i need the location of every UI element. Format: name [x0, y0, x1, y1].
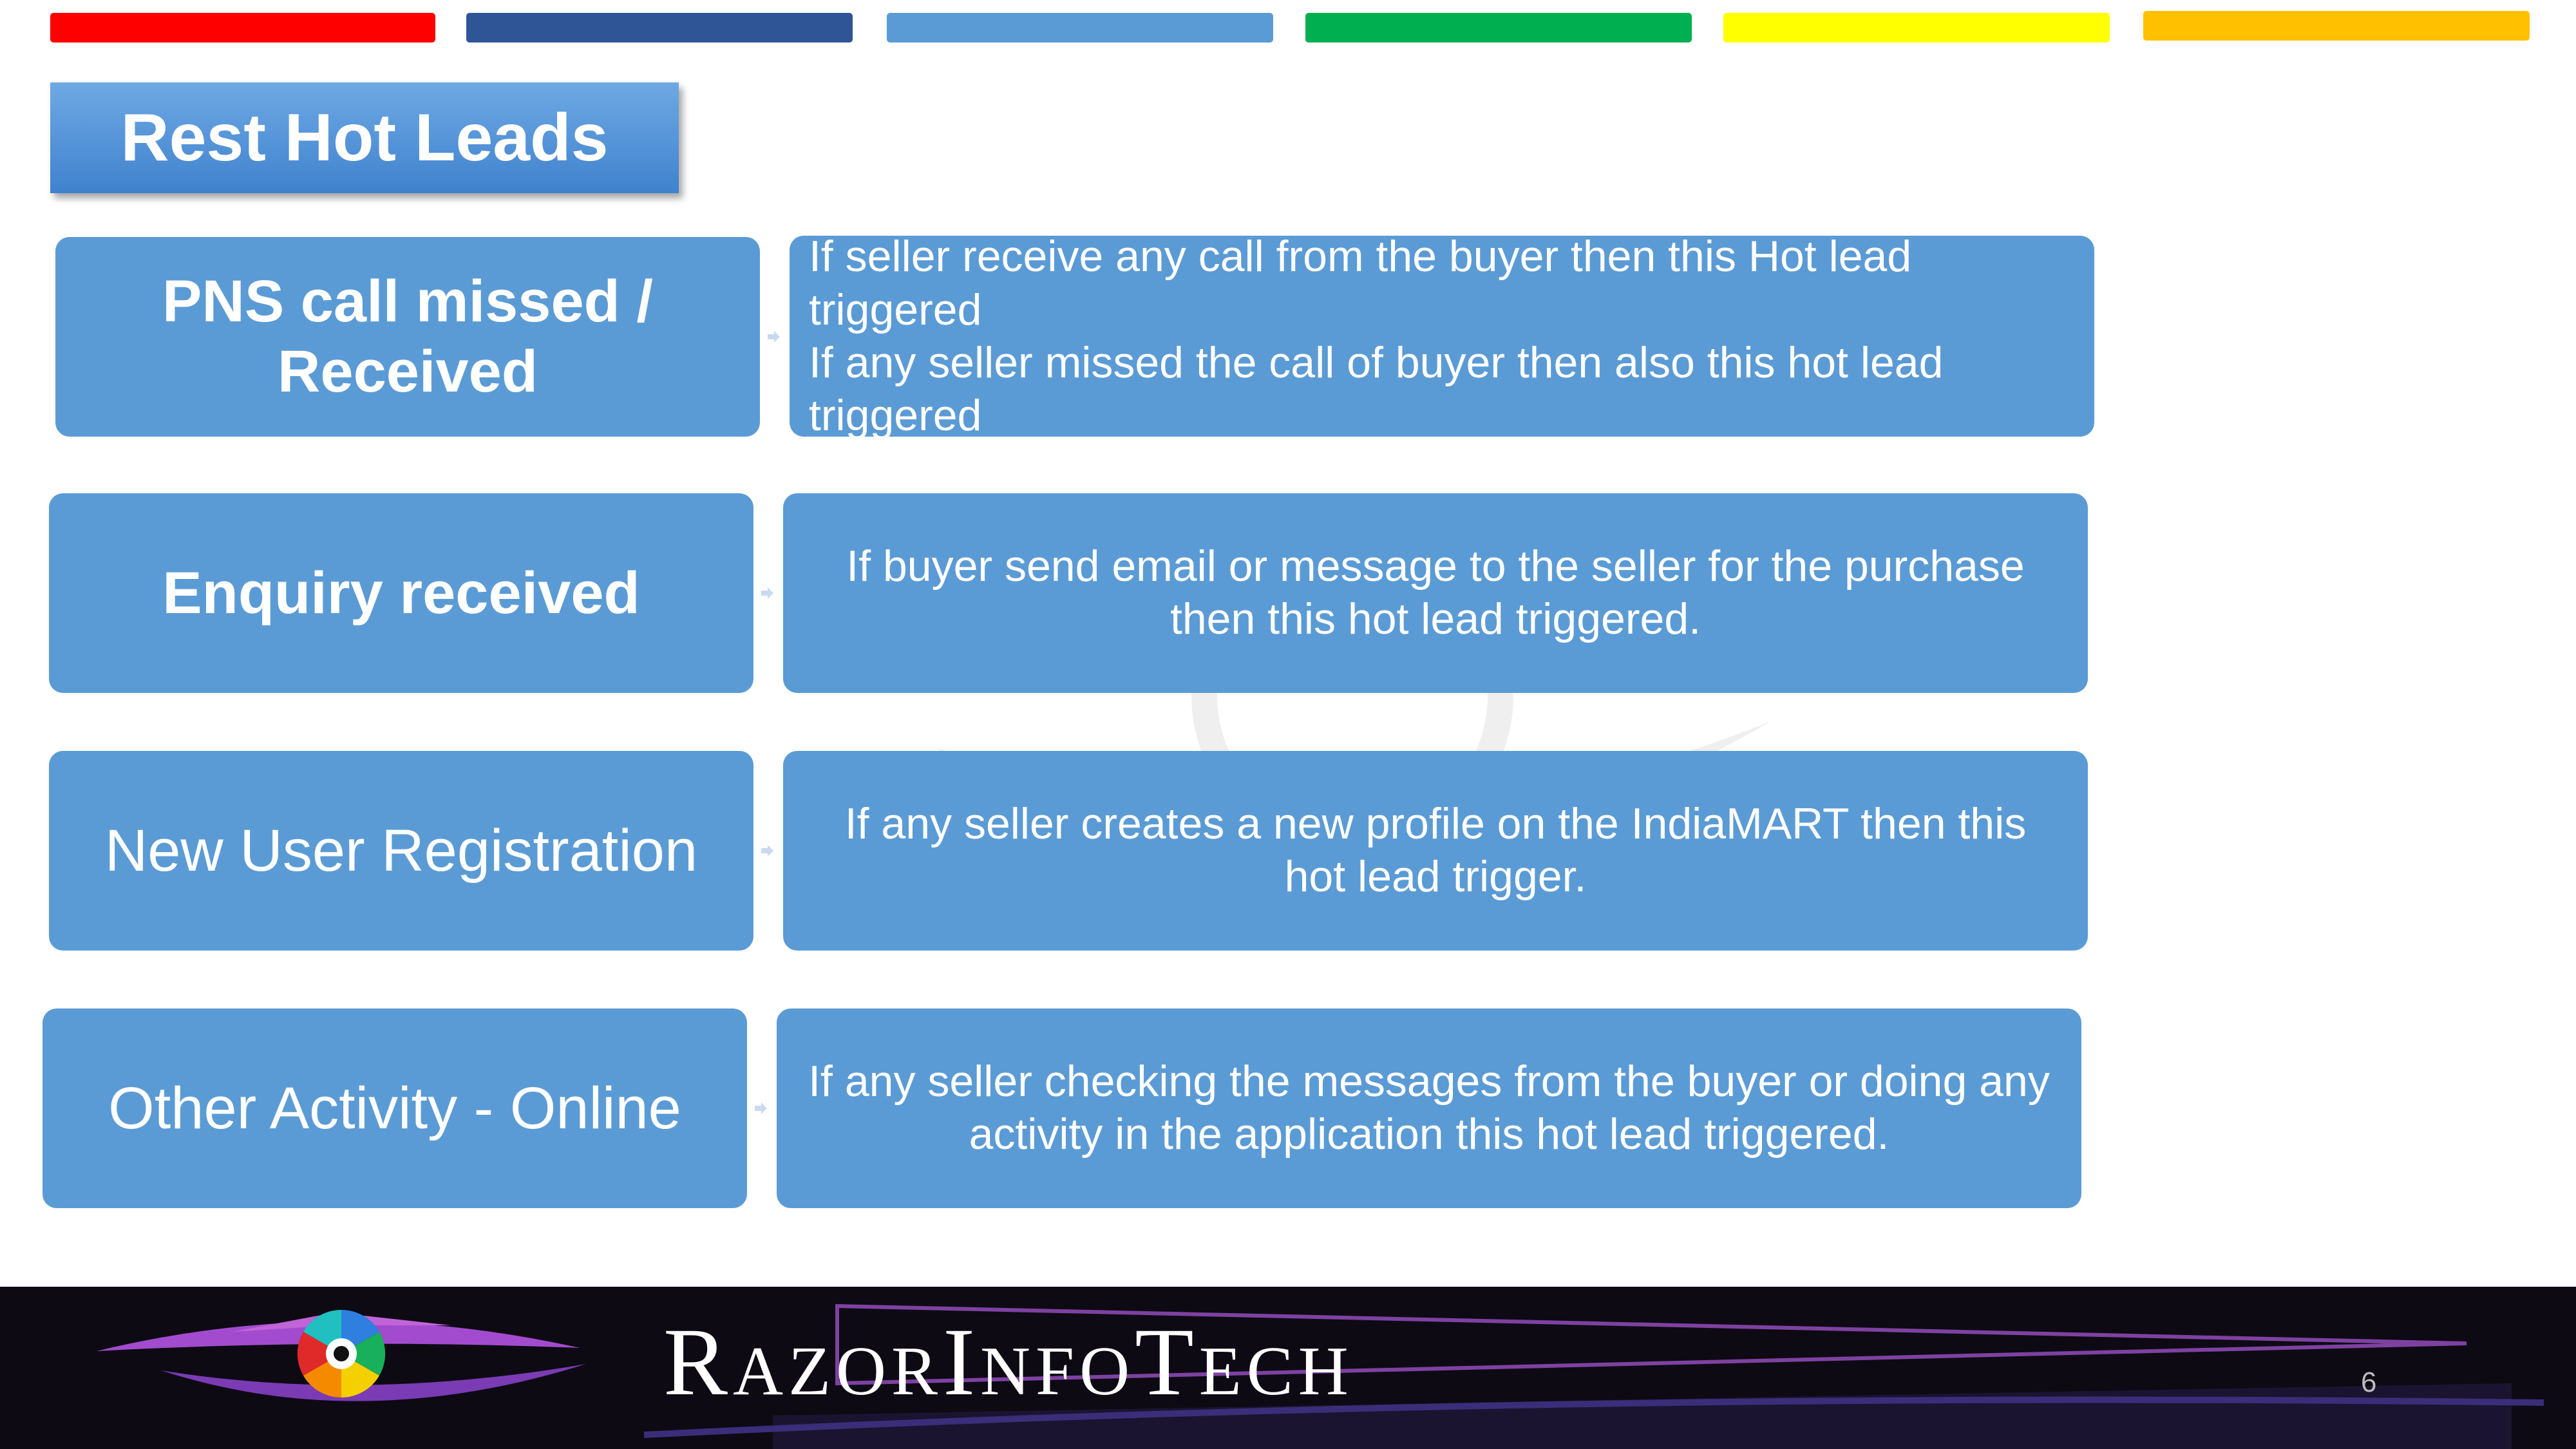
description-line: triggered — [809, 391, 982, 440]
description-line: triggered — [809, 285, 982, 334]
color-bar-orange — [2143, 11, 2530, 41]
lead-label-enquiry: Enquiry received — [49, 493, 753, 693]
arrow-right-icon — [768, 331, 780, 343]
color-bar-light-blue — [887, 13, 1273, 43]
lead-label-pns-call: PNS call missed / Received — [55, 237, 760, 437]
color-bar-green — [1305, 13, 1692, 43]
lead-label-new-user: New User Registration — [49, 751, 753, 951]
razorinfotech-eye-logo — [97, 1309, 586, 1401]
arrow-right-icon — [761, 845, 773, 857]
color-bar-yellow — [1723, 13, 2110, 43]
page-number: 6 — [2361, 1367, 2377, 1398]
footer-banner — [0, 1287, 2576, 1449]
description-line: If any seller missed the call of buyer t… — [809, 338, 1944, 387]
color-bar-red — [50, 13, 435, 43]
description-line: If seller receive any call from the buye… — [809, 232, 1912, 281]
footer-decoration — [97, 1303, 2544, 1449]
lead-description-other-activity: If any seller checking the messages from… — [777, 1009, 2081, 1208]
arrow-right-icon — [761, 587, 773, 599]
description-text: If seller receive any call from the buye… — [809, 230, 1943, 442]
color-bar-dark-blue — [466, 13, 853, 43]
page-title: Rest Hot Leads — [50, 82, 679, 193]
brand-wordmark: RAZORINFOTECH — [663, 1309, 1354, 1416]
lead-description-pns-call: If seller receive any call from the buye… — [790, 232, 2094, 440]
lead-description-new-user: If any seller creates a new profile on t… — [783, 751, 2088, 951]
lead-description-enquiry: If buyer send email or message to the se… — [783, 493, 2088, 693]
lead-label-other-activity: Other Activity - Online — [43, 1009, 747, 1208]
arrow-right-icon — [755, 1103, 767, 1114]
